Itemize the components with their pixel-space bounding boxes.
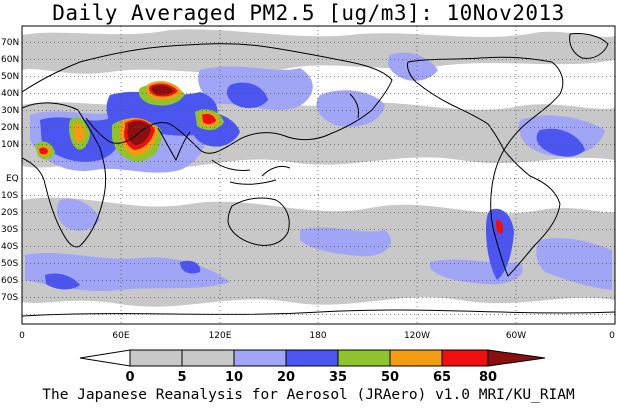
- coastlines: [22, 33, 615, 317]
- lat-label: 50N: [1, 72, 19, 82]
- colorbar-bin: [233, 349, 287, 367]
- lon-axis: 0 60E 120E 180 120W 60W 0: [19, 331, 615, 341]
- colorbar-bin: [129, 349, 183, 367]
- colorbar-label: 0: [125, 370, 134, 385]
- lat-axis: 70N 60N 50N 40N 30N 20N 10N EQ 10S 20S 3…: [1, 38, 19, 303]
- lat-label: 30S: [1, 225, 18, 235]
- map-frame: [21, 25, 616, 325]
- lat-label: 50S: [1, 259, 18, 269]
- lat-label: 60N: [1, 55, 19, 65]
- lon-label: 0: [19, 331, 25, 341]
- data-source-caption: The Japanese Reanalysis for Aerosol (JRA…: [42, 387, 575, 403]
- lat-label: 60S: [1, 276, 18, 286]
- colorbar-bin: [337, 349, 391, 367]
- colorbar: 0 5 10 20 35 50 65 80: [79, 349, 546, 385]
- lat-label: 10S: [1, 191, 18, 201]
- colorbar-bin: [181, 349, 235, 367]
- lat-label: 40S: [1, 242, 18, 252]
- colorbar-label: 20: [277, 370, 295, 385]
- colorbar-label: 50: [381, 370, 399, 385]
- lon-label: 60W: [506, 331, 526, 341]
- colorbar-label: 65: [433, 370, 451, 385]
- colorbar-upper-arrow: [487, 349, 546, 367]
- colorbar-bin: [389, 349, 443, 367]
- lat-label: EQ: [6, 174, 19, 184]
- lat-label: 40N: [1, 89, 19, 99]
- colorbar-lower-arrow: [79, 349, 131, 367]
- lat-label: 20N: [1, 123, 19, 133]
- colorbar-label: 80: [479, 370, 497, 385]
- lon-label: 60E: [112, 331, 129, 341]
- colorbar-label: 35: [329, 370, 347, 385]
- lat-label: 10N: [1, 140, 19, 150]
- lat-label: 70N: [1, 38, 19, 48]
- lon-label: 180: [309, 331, 326, 341]
- lat-label: 20S: [1, 208, 18, 218]
- lat-label: 30N: [1, 106, 19, 116]
- lon-label: 0: [609, 331, 615, 341]
- lon-label: 120W: [404, 331, 430, 341]
- pm25-field: [22, 29, 615, 307]
- colorbar-bin: [441, 349, 489, 367]
- colorbar-label: 5: [177, 370, 186, 385]
- map-title: Daily Averaged PM2.5 [ug/m3]: 10Nov2013: [52, 1, 565, 25]
- colorbar-labels: 0 5 10 20 35 50 65 80: [125, 370, 497, 385]
- lon-label: 120E: [209, 331, 232, 341]
- graticule: [22, 26, 615, 324]
- colorbar-label: 10: [225, 370, 243, 385]
- colorbar-bin: [285, 349, 339, 367]
- lat-label: 70S: [1, 293, 18, 303]
